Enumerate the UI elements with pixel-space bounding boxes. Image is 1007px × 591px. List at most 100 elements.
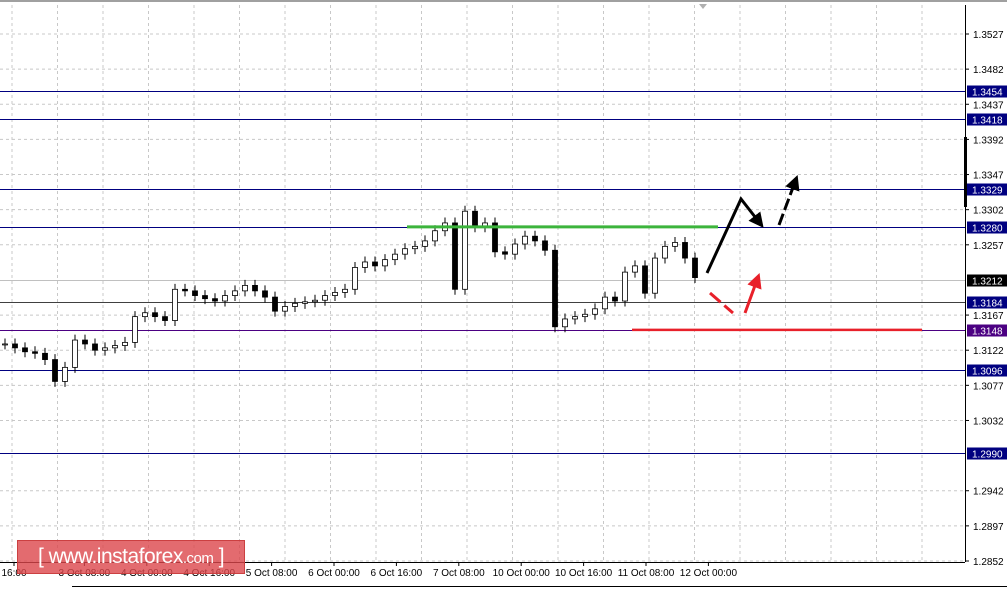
candle-body — [432, 230, 438, 242]
candle-body — [552, 249, 558, 328]
y-tick-label: 1.2897 — [973, 522, 1004, 533]
candle-body — [692, 257, 698, 278]
candle-body — [42, 352, 48, 360]
level-label-bg — [967, 364, 1007, 377]
candle-body — [92, 343, 98, 351]
candle-body — [172, 288, 178, 321]
current-price-label-bg — [967, 274, 1007, 287]
y-tick-label: 1.3122 — [973, 346, 1004, 357]
level-label: 1.3096 — [972, 367, 1003, 378]
grid — [0, 5, 965, 562]
candle-body — [222, 295, 228, 302]
candle-body — [652, 257, 658, 294]
candle-body — [512, 243, 518, 255]
current-price-label: 1.3212 — [972, 277, 1003, 288]
candle-body — [202, 295, 208, 300]
instaforex-watermark: [ www.instaforex.com ] — [17, 540, 245, 574]
y-tick-label: 1.3527 — [973, 30, 1004, 41]
candle-body — [182, 288, 188, 292]
candle-body — [522, 235, 528, 245]
x-tick-label: 16:00 — [1, 568, 26, 579]
candle-body — [612, 296, 618, 302]
y-tick-label: 1.3077 — [973, 381, 1004, 392]
level-label: 1.3148 — [972, 327, 1003, 338]
y-tick-label: 1.2942 — [973, 487, 1004, 498]
candle-body — [392, 253, 398, 261]
candle-body — [282, 306, 288, 312]
candle-body — [662, 245, 668, 259]
candle-body — [132, 316, 138, 343]
bottom-scrollbar[interactable] — [72, 586, 1007, 591]
x-tick-label: 6 Oct 00:00 — [308, 568, 360, 579]
horizontal-levels — [0, 91, 965, 454]
x-tick-label: 6 Oct 16:00 — [371, 568, 423, 579]
level-label: 1.2990 — [972, 450, 1003, 461]
x-tick-label: 10 Oct 16:00 — [555, 568, 613, 579]
y-tick-label: 1.3032 — [973, 416, 1004, 427]
candle-body — [312, 299, 318, 303]
bullish-forecast-arrow — [705, 196, 764, 274]
candle-body — [12, 343, 18, 349]
candle-body — [562, 318, 568, 328]
forecast-overlays — [407, 174, 922, 332]
candles — [2, 205, 698, 387]
x-tick-label: 7 Oct 08:00 — [433, 568, 485, 579]
bearish-forecast-line — [709, 291, 734, 315]
y-tick-label: 1.3482 — [973, 65, 1004, 76]
candle-body — [472, 210, 478, 228]
candle-body — [602, 296, 608, 310]
candle-body — [332, 292, 338, 296]
candle-body — [412, 245, 418, 250]
candle-body — [452, 222, 458, 290]
candle-body — [112, 345, 118, 349]
candle-body — [572, 316, 578, 320]
level-label-bg — [967, 447, 1007, 460]
level-label: 1.3184 — [972, 299, 1003, 310]
candle-body — [32, 351, 38, 354]
candle-body — [592, 308, 598, 315]
x-tick-label: 12 Oct 00:00 — [680, 568, 738, 579]
candle-body — [62, 366, 68, 382]
candle-body — [192, 290, 198, 296]
candle-body — [52, 359, 58, 382]
x-tick-label: 5 Oct 08:00 — [246, 568, 298, 579]
candle-body — [212, 298, 218, 302]
y-tick-label: 1.2852 — [973, 557, 1004, 568]
level-label-bg — [967, 85, 1007, 98]
candle-body — [292, 302, 298, 307]
candle-body — [542, 240, 548, 251]
candle-body — [352, 267, 358, 290]
candle-body — [142, 312, 148, 318]
x-tick-label: 10 Oct 00:00 — [493, 568, 551, 579]
candle-body — [262, 290, 268, 298]
candle-body — [672, 242, 678, 247]
y-tick-label: 1.3347 — [973, 171, 1004, 182]
level-label-bg — [967, 324, 1007, 337]
y-tick-label: 1.3167 — [973, 311, 1004, 322]
y-tick-label: 1.3392 — [973, 135, 1004, 146]
bullish-continuation-arrow — [777, 174, 800, 226]
candle-body — [372, 261, 378, 267]
candle-body — [342, 288, 348, 293]
candle-body — [162, 316, 168, 321]
candle-body — [252, 284, 258, 292]
level-label: 1.3454 — [972, 88, 1003, 99]
level-label-bg — [967, 113, 1007, 126]
level-label-bg — [967, 183, 1007, 196]
candle-body — [272, 296, 278, 312]
candle-body — [462, 210, 468, 290]
candle-body — [242, 284, 248, 292]
candle-body — [232, 290, 238, 296]
candle-body — [582, 313, 588, 318]
candle-body — [642, 265, 648, 294]
candle-body — [532, 235, 538, 242]
candle-body — [502, 251, 508, 255]
candle-body — [302, 301, 308, 304]
axes: 1.3527 1.3482 1.3437 1.3392 1.3347 1.3302 1.32… — [0, 0, 1007, 579]
level-label-bg — [967, 296, 1007, 309]
shift-marker-icon — [699, 4, 707, 9]
candle-body — [322, 295, 328, 301]
level-label: 1.3418 — [972, 116, 1003, 127]
candle-body — [102, 347, 108, 351]
